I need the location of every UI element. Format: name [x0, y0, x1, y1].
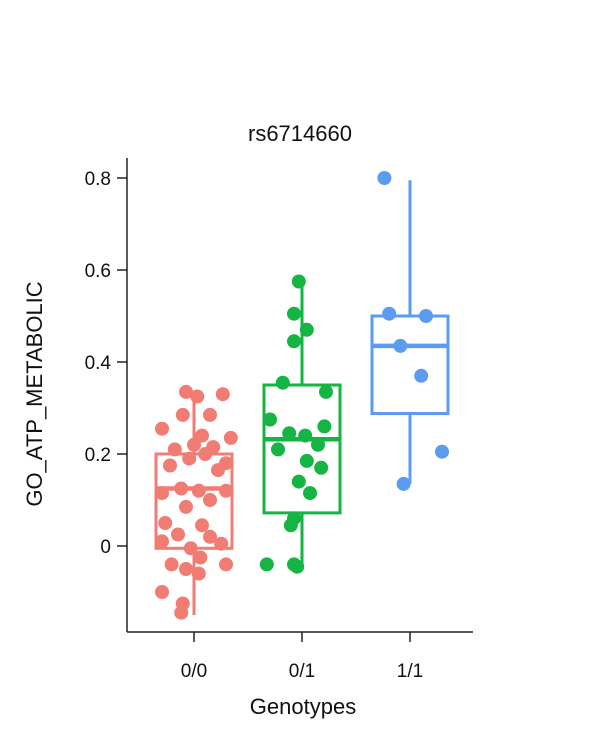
x-tick-label: 1/1: [397, 661, 423, 682]
data-point: [179, 562, 193, 576]
data-point: [203, 529, 217, 544]
data-point: [299, 322, 314, 337]
data-point: [291, 274, 306, 289]
data-point: [179, 499, 193, 514]
data-point: [275, 375, 290, 390]
data-point: [191, 483, 206, 498]
data-point: [259, 557, 274, 572]
data-point: [299, 453, 314, 468]
box: [370, 314, 450, 416]
x-tick-label: 0/0: [181, 661, 207, 682]
data-point: [171, 527, 185, 542]
data-point: [291, 474, 306, 489]
data-point: [317, 419, 332, 434]
data-point: [311, 437, 325, 452]
data-point: [396, 476, 411, 491]
chart-title: rs6714660: [248, 121, 352, 146]
box-group: [154, 384, 238, 620]
data-point: [271, 442, 285, 457]
data-point: [158, 516, 173, 530]
data-point: [382, 306, 397, 321]
data-point: [174, 481, 189, 496]
y-tick-label: 0.8: [85, 169, 111, 190]
data-point: [219, 483, 233, 498]
x-axis-ticks: 0/0 0/1 1/1: [181, 632, 423, 682]
y-tick-label: 0.6: [85, 261, 111, 282]
y-axis-ticks: 0 0.2 0.4 0.6 0.8: [85, 169, 127, 558]
data-point: [419, 309, 433, 323]
data-point: [193, 550, 208, 565]
x-tick-label: 0/1: [289, 661, 315, 682]
data-point: [435, 444, 449, 459]
data-point: [223, 430, 238, 445]
data-point: [282, 426, 297, 441]
data-point: [195, 518, 209, 533]
y-tick-label: 0: [100, 537, 111, 558]
data-point: [155, 534, 169, 549]
y-tick-label: 0.2: [85, 445, 111, 466]
data-point: [190, 389, 205, 404]
box-group: [259, 274, 342, 574]
data-point: [287, 334, 301, 349]
data-point: [175, 407, 190, 422]
data-point: [414, 368, 429, 383]
data-point: [182, 451, 197, 466]
data-point: [211, 463, 225, 478]
data-point: [164, 557, 179, 572]
data-point: [287, 306, 301, 321]
data-point: [377, 171, 392, 185]
data-point: [319, 384, 333, 399]
data-point: [167, 442, 182, 457]
data-point: [187, 437, 201, 452]
y-tick-label: 0.4: [85, 353, 112, 374]
data-point: [155, 585, 169, 599]
data-point: [155, 421, 169, 436]
data-point: [179, 384, 193, 399]
data-point: [290, 559, 305, 574]
data-point: [303, 486, 317, 501]
data-point: [283, 518, 298, 533]
data-point: [183, 541, 198, 556]
x-axis-title: Genotypes: [250, 694, 356, 719]
box-group: [370, 171, 450, 491]
data-point: [191, 566, 206, 581]
data-point: [219, 557, 233, 572]
data-point: [215, 387, 230, 402]
box-groups: [154, 171, 450, 620]
data-point: [298, 428, 313, 443]
data-point: [203, 407, 217, 422]
data-point: [393, 338, 408, 353]
data-point: [263, 412, 277, 427]
data-point: [174, 605, 189, 620]
data-point: [214, 536, 229, 551]
y-axis-title: GO_ATP_METABOLIC: [22, 281, 47, 506]
data-point: [195, 428, 209, 443]
data-point: [203, 493, 217, 507]
data-point: [314, 460, 329, 475]
data-point: [198, 447, 213, 461]
data-point: [163, 458, 177, 473]
box: [262, 383, 342, 515]
data-point: [155, 486, 169, 501]
